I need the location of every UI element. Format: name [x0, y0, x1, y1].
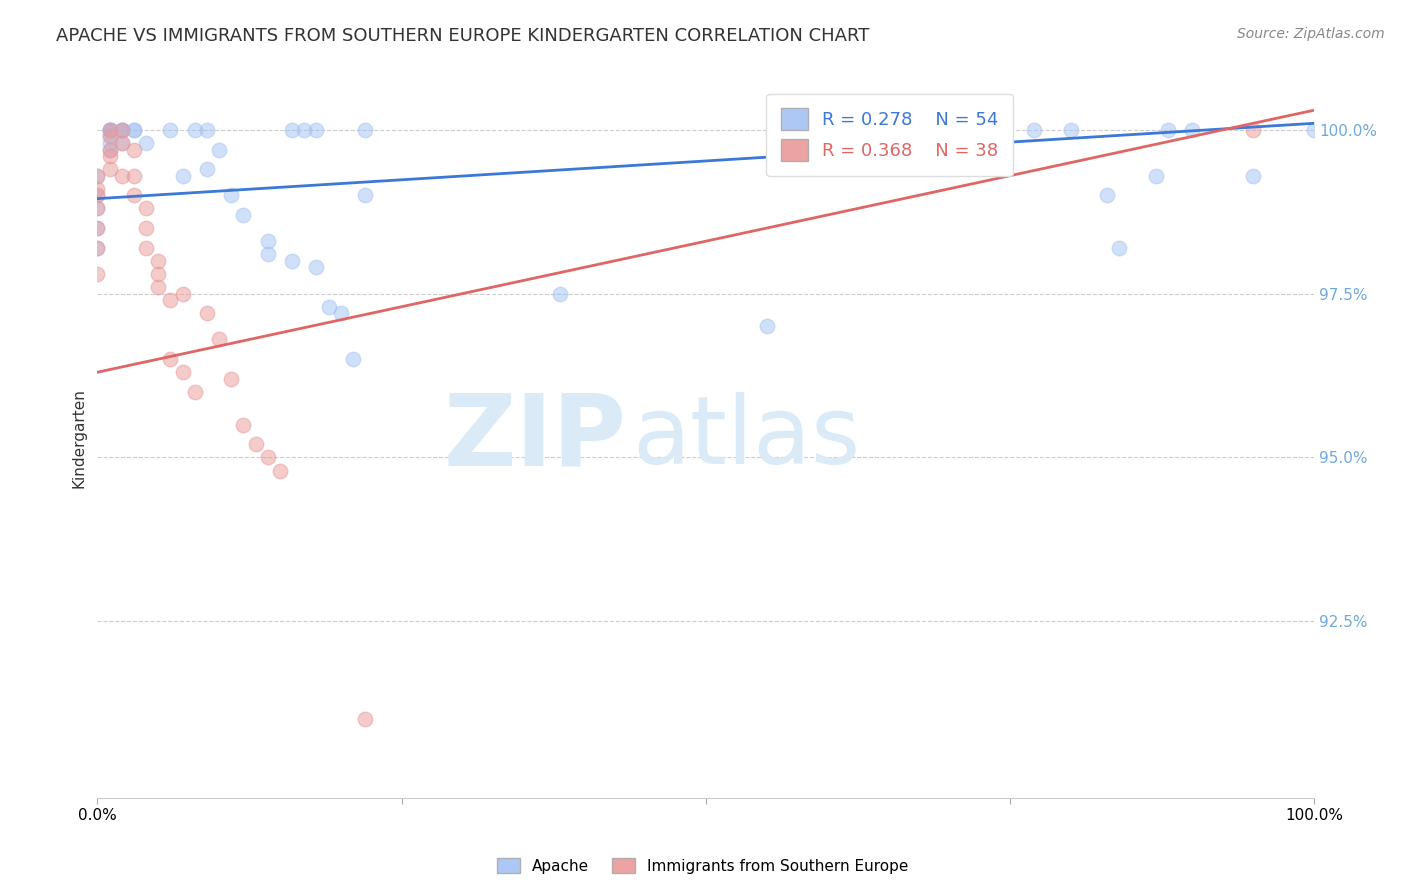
Point [183, 384, 205, 399]
Point [877, 136, 900, 150]
Point [305, 260, 328, 275]
Point [172, 286, 194, 301]
Point [1303, 123, 1326, 137]
Point [148, 267, 170, 281]
Point [122, 123, 145, 137]
Point [98, 136, 121, 150]
Point [111, 123, 134, 137]
Point [135, 221, 157, 235]
Point [329, 306, 352, 320]
Point [1157, 123, 1180, 137]
Point [135, 136, 157, 150]
Point [208, 333, 231, 347]
Point [86, 188, 108, 202]
Point [245, 437, 267, 451]
Point [195, 306, 218, 320]
Point [183, 123, 205, 137]
Point [1181, 123, 1204, 137]
Point [86, 221, 108, 235]
Point [172, 169, 194, 183]
Point [86, 241, 108, 255]
Point [354, 123, 377, 137]
Point [269, 463, 291, 477]
Point [98, 123, 121, 137]
Point [1144, 169, 1167, 183]
Point [281, 253, 304, 268]
Point [841, 123, 863, 137]
Point [219, 188, 242, 202]
Point [1097, 188, 1119, 202]
Point [256, 450, 278, 465]
Point [98, 123, 121, 137]
Point [292, 123, 315, 137]
Point [122, 188, 145, 202]
Point [172, 365, 194, 379]
Text: APACHE VS IMMIGRANTS FROM SOUTHERN EUROPE KINDERGARTEN CORRELATION CHART: APACHE VS IMMIGRANTS FROM SOUTHERN EUROP… [56, 27, 870, 45]
Y-axis label: Kindergarten: Kindergarten [72, 388, 86, 488]
Point [98, 143, 121, 157]
Point [548, 286, 571, 301]
Legend: R = 0.278    N = 54, R = 0.368    N = 38: R = 0.278 N = 54, R = 0.368 N = 38 [766, 94, 1014, 176]
Text: Source: ZipAtlas.com: Source: ZipAtlas.com [1237, 27, 1385, 41]
Point [354, 713, 377, 727]
Point [159, 352, 181, 367]
Point [1024, 123, 1046, 137]
Point [86, 182, 108, 196]
Point [98, 123, 121, 137]
Point [342, 352, 364, 367]
Point [98, 162, 121, 177]
Point [122, 169, 145, 183]
Point [98, 129, 121, 144]
Legend: Apache, Immigrants from Southern Europe: Apache, Immigrants from Southern Europe [491, 852, 915, 880]
Point [1060, 123, 1083, 137]
Point [305, 123, 328, 137]
Point [755, 319, 778, 334]
Point [86, 221, 108, 235]
Point [98, 149, 121, 163]
Point [122, 123, 145, 137]
Point [159, 123, 181, 137]
Point [195, 123, 218, 137]
Text: ZIP: ZIP [444, 389, 627, 486]
Point [281, 123, 304, 137]
Point [98, 143, 121, 157]
Point [232, 208, 254, 222]
Point [98, 129, 121, 144]
Point [1108, 241, 1130, 255]
Point [232, 417, 254, 432]
Point [195, 162, 218, 177]
Point [1241, 169, 1264, 183]
Point [98, 123, 121, 137]
Point [86, 169, 108, 183]
Point [208, 143, 231, 157]
Point [148, 253, 170, 268]
Point [354, 188, 377, 202]
Point [111, 123, 134, 137]
Point [86, 267, 108, 281]
Point [318, 300, 340, 314]
Point [111, 123, 134, 137]
Point [159, 293, 181, 308]
Point [86, 169, 108, 183]
Text: atlas: atlas [633, 392, 860, 483]
Point [86, 202, 108, 216]
Point [111, 123, 134, 137]
Point [111, 169, 134, 183]
Point [938, 143, 960, 157]
Point [256, 234, 278, 248]
Point [962, 155, 984, 169]
Point [86, 202, 108, 216]
Point [111, 136, 134, 150]
Point [1241, 123, 1264, 137]
Point [86, 188, 108, 202]
Point [135, 241, 157, 255]
Point [135, 202, 157, 216]
Point [148, 280, 170, 294]
Point [256, 247, 278, 261]
Point [122, 143, 145, 157]
Point [98, 123, 121, 137]
Point [219, 372, 242, 386]
Point [86, 241, 108, 255]
Point [111, 136, 134, 150]
